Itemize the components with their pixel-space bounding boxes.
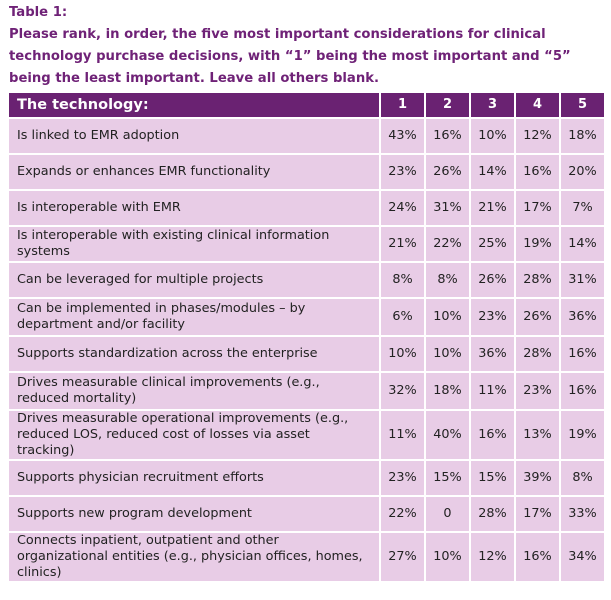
- row-label: Expands or enhances EMR functionality: [7, 153, 381, 191]
- rank-5-value: 16%: [559, 335, 606, 373]
- rank-5-value: 20%: [559, 153, 606, 191]
- row-label: Connects inpatient, outpatient and other…: [7, 531, 381, 583]
- table-row: Is interoperable with existing clinical …: [7, 225, 606, 263]
- rank-4-value: 28%: [514, 335, 561, 373]
- rank-2-value: 31%: [424, 189, 471, 227]
- rank-1-value: 11%: [379, 409, 426, 461]
- rank-3-value: 14%: [469, 153, 516, 191]
- rank-4-value: 28%: [514, 261, 561, 299]
- ranking-table: The technology: 1 2 3 4 5 Is linked to E…: [7, 91, 606, 583]
- rank-4-value: 26%: [514, 297, 561, 337]
- rank-5-value: 31%: [559, 261, 606, 299]
- rank-2-value: 22%: [424, 225, 471, 263]
- table-row: Can be implemented in phases/modules – b…: [7, 297, 606, 337]
- table-row: Supports new program development 22% 0 2…: [7, 495, 606, 533]
- table-row: Expands or enhances EMR functionality 23…: [7, 153, 606, 191]
- rank-1-value: 32%: [379, 371, 426, 411]
- rank-4-value: 12%: [514, 117, 561, 155]
- table-row: Drives measurable operational improvemen…: [7, 409, 606, 461]
- rank-1-value: 6%: [379, 297, 426, 337]
- row-label: Supports new program development: [7, 495, 381, 533]
- rank-3-value: 12%: [469, 531, 516, 583]
- rank-3-value: 15%: [469, 459, 516, 497]
- row-label: Supports physician recruitment efforts: [7, 459, 381, 497]
- rank-3-value: 11%: [469, 371, 516, 411]
- rank-1-value: 43%: [379, 117, 426, 155]
- rank-2-value: 10%: [424, 297, 471, 337]
- table-row: Supports physician recruitment efforts 2…: [7, 459, 606, 497]
- rank-2-value: 18%: [424, 371, 471, 411]
- row-label: Can be leveraged for multiple projects: [7, 261, 381, 299]
- rank-1-value: 23%: [379, 459, 426, 497]
- table-row: Is linked to EMR adoption 43% 16% 10% 12…: [7, 117, 606, 155]
- rank-3-value: 28%: [469, 495, 516, 533]
- row-label: Supports standardization across the ente…: [7, 335, 381, 373]
- table-header-row: The technology: 1 2 3 4 5: [7, 91, 606, 119]
- rank-5-value: 19%: [559, 409, 606, 461]
- rank-4-value: 39%: [514, 459, 561, 497]
- rank-2-value: 8%: [424, 261, 471, 299]
- table-row: Can be leveraged for multiple projects 8…: [7, 261, 606, 299]
- rank-2-value: 26%: [424, 153, 471, 191]
- row-label: Drives measurable operational improvemen…: [7, 409, 381, 461]
- rank-3-value: 21%: [469, 189, 516, 227]
- header-rank-2: 2: [424, 91, 471, 119]
- rank-1-value: 23%: [379, 153, 426, 191]
- rank-2-value: 16%: [424, 117, 471, 155]
- rank-5-value: 16%: [559, 371, 606, 411]
- rank-4-value: 19%: [514, 225, 561, 263]
- rank-3-value: 23%: [469, 297, 516, 337]
- rank-5-value: 18%: [559, 117, 606, 155]
- header-rank-1: 1: [379, 91, 426, 119]
- rank-5-value: 33%: [559, 495, 606, 533]
- row-label: Can be implemented in phases/modules – b…: [7, 297, 381, 337]
- rank-5-value: 14%: [559, 225, 606, 263]
- rank-1-value: 22%: [379, 495, 426, 533]
- rank-3-value: 26%: [469, 261, 516, 299]
- table-question: Please rank, in order, the five most imp…: [9, 27, 571, 86]
- rank-1-value: 8%: [379, 261, 426, 299]
- rank-5-value: 34%: [559, 531, 606, 583]
- rank-5-value: 36%: [559, 297, 606, 337]
- row-label: Is interoperable with existing clinical …: [7, 225, 381, 263]
- table-row: Connects inpatient, outpatient and other…: [7, 531, 606, 583]
- rank-1-value: 27%: [379, 531, 426, 583]
- rank-1-value: 21%: [379, 225, 426, 263]
- rank-4-value: 16%: [514, 153, 561, 191]
- rank-1-value: 10%: [379, 335, 426, 373]
- header-rank-5: 5: [559, 91, 606, 119]
- rank-3-value: 16%: [469, 409, 516, 461]
- row-label: Is interoperable with EMR: [7, 189, 381, 227]
- rank-4-value: 17%: [514, 189, 561, 227]
- rank-4-value: 17%: [514, 495, 561, 533]
- header-rank-4: 4: [514, 91, 561, 119]
- rank-2-value: 10%: [424, 531, 471, 583]
- rank-2-value: 0: [424, 495, 471, 533]
- rank-5-value: 7%: [559, 189, 606, 227]
- rank-4-value: 16%: [514, 531, 561, 583]
- row-label: Is linked to EMR adoption: [7, 117, 381, 155]
- table-row: Supports standardization across the ente…: [7, 335, 606, 373]
- rank-4-value: 23%: [514, 371, 561, 411]
- rank-3-value: 36%: [469, 335, 516, 373]
- header-technology: The technology:: [7, 91, 381, 119]
- rank-4-value: 13%: [514, 409, 561, 461]
- rank-3-value: 10%: [469, 117, 516, 155]
- header-rank-3: 3: [469, 91, 516, 119]
- rank-2-value: 10%: [424, 335, 471, 373]
- rank-2-value: 40%: [424, 409, 471, 461]
- table-title: Table 1:: [9, 5, 68, 20]
- table-caption: Table 1: Please rank, in order, the five…: [9, 2, 604, 90]
- rank-2-value: 15%: [424, 459, 471, 497]
- rank-1-value: 24%: [379, 189, 426, 227]
- rank-3-value: 25%: [469, 225, 516, 263]
- rank-5-value: 8%: [559, 459, 606, 497]
- table-row: Drives measurable clinical improvements …: [7, 371, 606, 411]
- row-label: Drives measurable clinical improvements …: [7, 371, 381, 411]
- table-row: Is interoperable with EMR 24% 31% 21% 17…: [7, 189, 606, 227]
